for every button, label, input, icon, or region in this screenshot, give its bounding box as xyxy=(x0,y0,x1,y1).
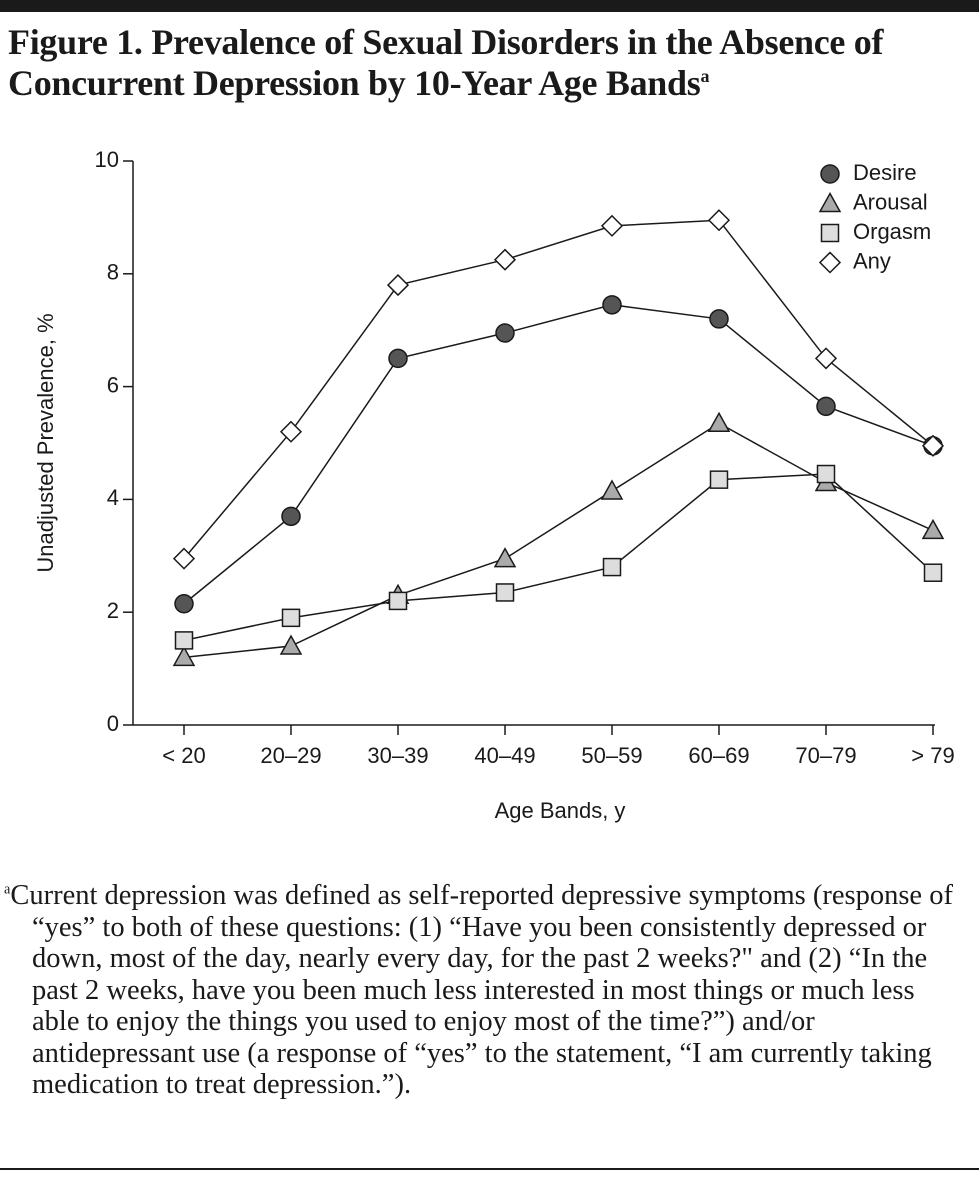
marker xyxy=(923,563,943,582)
marker xyxy=(709,470,729,489)
marker xyxy=(172,645,196,667)
x-tick-label: < 20 xyxy=(162,743,205,768)
marker xyxy=(600,214,624,237)
x-axis-label: Age Bands, y xyxy=(495,798,626,823)
marker xyxy=(493,248,517,271)
y-tick-label: 8 xyxy=(107,260,119,285)
series-line xyxy=(183,304,934,605)
legend-label: Any xyxy=(853,248,891,273)
figure-title: Figure 1. Prevalence of Sexual Disorders… xyxy=(8,22,968,104)
x-tick-label: 40–49 xyxy=(474,743,535,768)
marker xyxy=(279,634,303,655)
x-tick-label: 50–59 xyxy=(581,743,642,768)
legend-label: Desire xyxy=(853,160,917,185)
y-tick-label: 4 xyxy=(107,485,119,510)
top-bar xyxy=(0,0,979,12)
y-axis-label: Unadjusted Prevalence, % xyxy=(33,313,58,572)
footnote: aCurrent depression was defined as self-… xyxy=(4,880,954,1101)
series-line xyxy=(183,473,934,642)
marker xyxy=(820,164,840,184)
marker xyxy=(820,223,840,243)
marker xyxy=(281,506,301,527)
y-tick-label: 6 xyxy=(107,372,119,397)
series-line xyxy=(183,422,934,659)
x-tick-label: > 79 xyxy=(911,743,954,768)
marker xyxy=(388,591,408,611)
marker xyxy=(814,347,838,370)
marker xyxy=(816,464,836,484)
bottom-rule xyxy=(0,1168,979,1170)
footnote-marker: a xyxy=(4,881,11,898)
marker xyxy=(707,411,731,433)
marker xyxy=(386,274,410,297)
title-text: Figure 1. Prevalence of Sexual Disorders… xyxy=(8,22,884,103)
marker xyxy=(279,420,303,443)
x-tick-label: 30–39 xyxy=(367,743,428,768)
chart: 0 2 4 6 8 10 < 20 20–29 30–39 40–49 50–59 60–69 70–7… xyxy=(33,147,955,823)
title-superscript: a xyxy=(700,66,710,86)
marker xyxy=(493,547,517,568)
footnote-text: Current depression was defined as self-r… xyxy=(10,880,953,1100)
y-tick-label: 10 xyxy=(95,147,119,172)
marker xyxy=(602,295,622,315)
marker xyxy=(921,434,945,457)
marker xyxy=(174,631,194,650)
marker xyxy=(172,547,196,570)
marker xyxy=(921,518,945,540)
marker xyxy=(818,251,842,274)
x-tick-label: 70–79 xyxy=(795,743,856,768)
marker xyxy=(388,348,408,369)
marker xyxy=(709,309,729,329)
legend-label: Orgasm xyxy=(853,219,931,244)
x-tick-label: 60–69 xyxy=(688,743,749,768)
legend-label: Arousal xyxy=(853,189,928,214)
marker xyxy=(600,479,624,500)
marker xyxy=(281,608,301,628)
y-tick-label: 2 xyxy=(107,598,119,623)
marker xyxy=(707,209,731,232)
series-line xyxy=(183,219,934,560)
marker xyxy=(818,191,842,213)
marker xyxy=(602,557,622,577)
marker xyxy=(174,593,194,614)
y-tick-label: 0 xyxy=(107,711,119,736)
x-tick-label: 20–29 xyxy=(260,743,321,768)
marker xyxy=(816,396,836,417)
marker xyxy=(495,583,515,602)
marker xyxy=(495,323,515,343)
